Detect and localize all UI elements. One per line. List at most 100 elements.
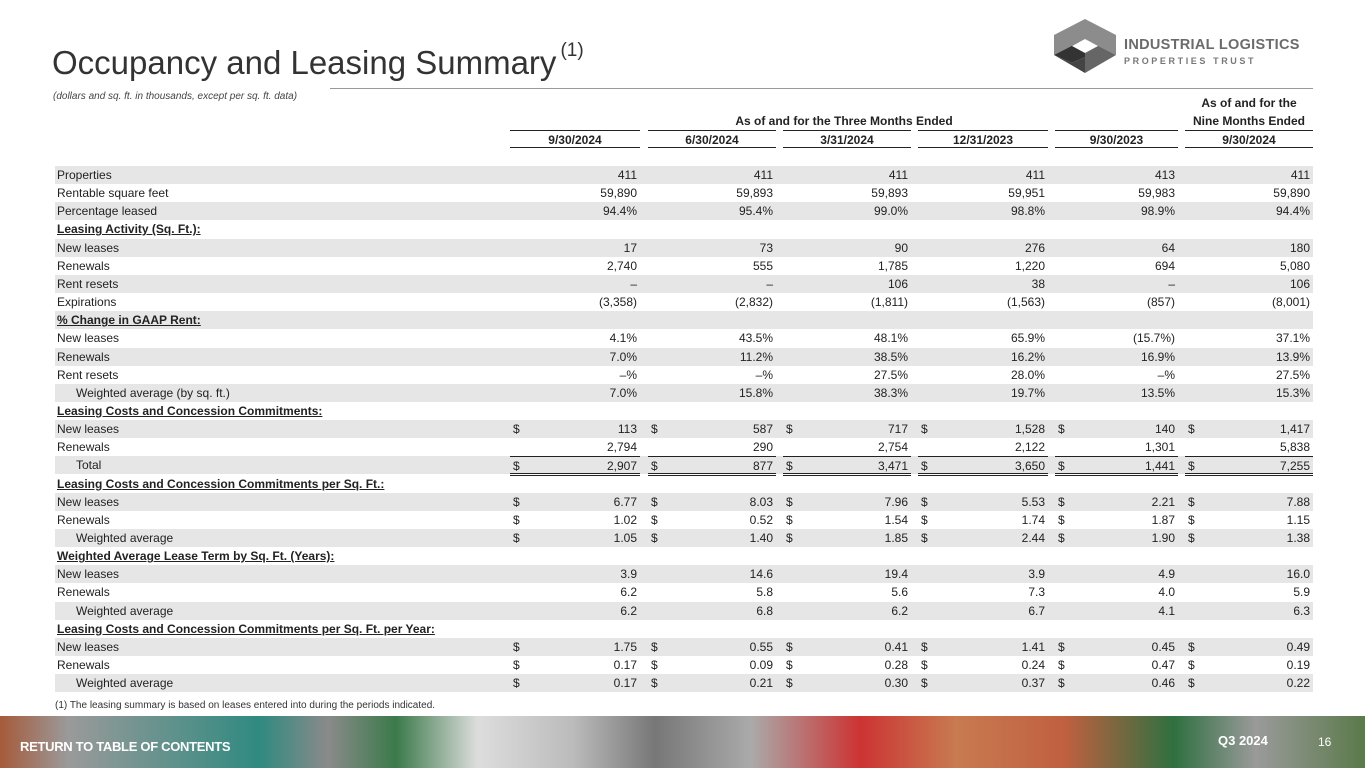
row-label: New leases: [57, 639, 120, 654]
table-cell: $140: [1055, 420, 1178, 438]
cell-value: –: [766, 276, 773, 291]
return-to-toc-link[interactable]: RETURN TO TABLE OF CONTENTS: [20, 739, 231, 754]
table-cell: 6.7: [918, 602, 1048, 620]
currency-symbol: $: [651, 658, 658, 673]
table-cell: $1.87: [1055, 511, 1178, 529]
cell-value: 15.3%: [1275, 385, 1310, 400]
table-row: Properties 411 411 411 411 413 411: [55, 166, 1313, 184]
cell-value: 1.02: [613, 512, 637, 527]
column-header: 6/30/2024: [648, 130, 776, 148]
table-cell: 90: [783, 239, 911, 257]
currency-symbol: $: [1058, 531, 1065, 545]
table-cell: $1,528: [918, 420, 1048, 438]
cell-value: 16.9%: [1140, 349, 1175, 364]
table-cell: 95.4%: [648, 202, 776, 220]
table-cell: 5,080: [1185, 257, 1313, 275]
cell-value: 0.21: [749, 676, 773, 691]
table-cell: 38: [918, 275, 1048, 293]
row-label: Rent resets: [57, 367, 119, 382]
cell-value: 694: [1154, 258, 1175, 273]
cell-value: 1.54: [884, 512, 908, 527]
table-row: Renewals 2,740 555 1,785 1,220 694 5,080: [55, 257, 1313, 275]
column-header: 12/31/2023: [918, 130, 1048, 148]
table-cell: 411: [783, 166, 911, 184]
cell-value: 0.37: [1021, 676, 1045, 691]
table-cell: 2,740: [510, 257, 640, 275]
row-label: Leasing Costs and Concession Commitments…: [57, 621, 435, 636]
cell-value: 1,301: [1144, 440, 1175, 455]
table-cell: 16.9%: [1055, 348, 1178, 366]
cell-value: 38.3%: [873, 385, 908, 400]
cell-value: 1,785: [877, 258, 908, 273]
table-cell: (8,001): [1185, 293, 1313, 311]
table-row: Weighted average 6.2 6.8 6.2 6.7 4.1 6.3: [55, 601, 1313, 620]
cell-value: 0.52: [749, 512, 773, 527]
cell-value: 13.9%: [1275, 349, 1310, 364]
table-cell: 59,890: [1185, 184, 1313, 202]
cell-value: (8,001): [1271, 295, 1310, 310]
cell-value: 1.40: [749, 531, 773, 545]
table-cell: 180: [1185, 239, 1313, 257]
cell-value: 2,740: [606, 258, 637, 273]
table-cell: $0.55: [648, 638, 776, 656]
cell-value: 1,441: [1144, 459, 1175, 474]
table-row: New leases 3.9 14.6 19.4 3.9 4.9 16.0: [55, 565, 1313, 584]
table-cell: 6.2: [510, 583, 640, 601]
table-cell: $1.85: [783, 529, 911, 547]
three-months-header: As of and for the Three Months Ended: [735, 114, 953, 128]
cell-value: 98.8%: [1010, 204, 1045, 219]
cell-value: 0.47: [1151, 658, 1175, 673]
cell-value: 27.5%: [1275, 367, 1310, 382]
cell-value: 0.24: [1021, 658, 1045, 673]
cell-value: 413: [1154, 168, 1175, 182]
table-cell: (2,832): [648, 293, 776, 311]
cell-value: 0.55: [749, 639, 773, 654]
table-cell: 15.8%: [648, 384, 776, 402]
cell-value: 64: [1161, 240, 1175, 255]
row-label: Percentage leased: [57, 204, 158, 219]
cell-value: (2,832): [734, 295, 773, 310]
currency-symbol: $: [786, 658, 793, 673]
currency-symbol: $: [513, 494, 520, 509]
cell-value: 27.5%: [873, 367, 908, 382]
cell-value: 1.75: [613, 639, 637, 654]
cell-value: 6.2: [620, 585, 637, 600]
table-cell: 59,951: [918, 184, 1048, 202]
table-cell: –: [648, 275, 776, 293]
currency-symbol: $: [1058, 422, 1065, 437]
table-cell: 5,838: [1185, 438, 1313, 456]
table-row: Weighted average (by sq. ft.) 7.0% 15.8% 38…: [55, 383, 1313, 402]
currency-symbol: $: [1058, 512, 1065, 527]
cell-value: 1.41: [1021, 639, 1045, 654]
table-cell: 6.3: [1185, 602, 1313, 620]
row-label: Leasing Costs and Concession Commitments…: [57, 403, 323, 418]
currency-symbol: $: [1188, 459, 1195, 474]
currency-symbol: $: [786, 512, 793, 527]
row-label: Rent resets: [57, 276, 119, 291]
row-label: New leases: [57, 240, 120, 255]
currency-symbol: $: [786, 531, 793, 545]
cell-value: (1,563): [1006, 295, 1045, 310]
cell-value: 5.6: [891, 585, 908, 600]
currency-symbol: $: [513, 459, 520, 474]
table-cell: $2,907: [510, 456, 640, 477]
row-label: New leases: [57, 567, 120, 582]
currency-symbol: $: [651, 531, 658, 545]
logo-line2: PROPERTIES TRUST: [1124, 56, 1257, 66]
cell-value: 38: [1031, 276, 1045, 291]
cell-value: 106: [1289, 276, 1310, 291]
table-row: Rent resets –% –% 27.5% 28.0% –% 27.5%: [55, 366, 1313, 384]
table-cell: 411: [510, 166, 640, 184]
cell-value: 8.03: [749, 494, 773, 509]
table-cell: 28.0%: [918, 366, 1048, 384]
cell-value: (15.7%): [1132, 331, 1175, 346]
nine-months-header-line1: As of and for the: [1201, 96, 1297, 110]
row-label: Properties: [57, 168, 112, 182]
table-cell: $1,441: [1055, 456, 1178, 477]
cell-value: 16.2%: [1010, 349, 1045, 364]
table-cell: $0.52: [648, 511, 776, 529]
currency-symbol: $: [513, 639, 520, 654]
table-cell: 1,301: [1055, 438, 1178, 456]
cell-value: 1.38: [1286, 531, 1310, 545]
title-text: Occupancy and Leasing Summary: [52, 44, 557, 81]
